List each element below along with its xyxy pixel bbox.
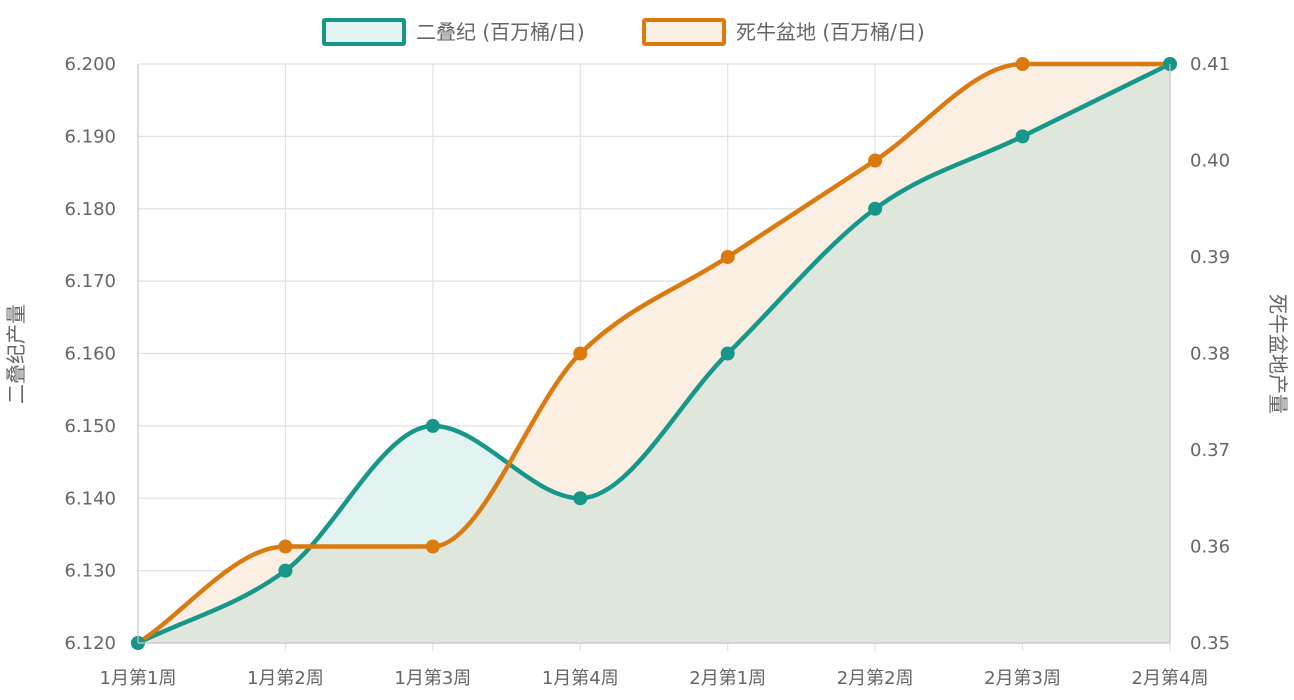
point-permian[interactable]: [425, 418, 440, 433]
left-tick-label: 6.200: [64, 54, 116, 75]
right-tick-label: 0.36: [1190, 537, 1230, 558]
x-tick-label: 2月第2周: [837, 668, 914, 689]
x-tick-label: 1月第4周: [542, 668, 619, 689]
right-axis-ticks: 0.41 0.40 0.39 0.38 0.37 0.36 0.35: [1190, 54, 1230, 654]
line-delaware: [135, 61, 1173, 646]
left-tick-label: 6.120: [64, 633, 116, 654]
left-axis-ticks: 6.200 6.190 6.180 6.170 6.160 6.150 6.14…: [64, 54, 116, 654]
point-delaware[interactable]: [868, 153, 883, 168]
point-delaware[interactable]: [720, 250, 735, 264]
left-tick-label: 6.160: [64, 344, 116, 365]
x-tick-label: 2月第1周: [689, 668, 766, 689]
left-tick-label: 6.190: [64, 126, 116, 147]
right-tick-label: 0.39: [1190, 247, 1230, 268]
legend-swatch-delaware[interactable]: [642, 18, 726, 46]
left-tick-label: 6.150: [64, 416, 116, 437]
right-axis-title: 死牛盆地产量: [1266, 294, 1290, 414]
right-tick-label: 0.40: [1190, 151, 1230, 172]
point-permian[interactable]: [278, 563, 293, 578]
right-axis: 0.41 0.40 0.39 0.38 0.37 0.36 0.35 死牛盆地产…: [1169, 54, 1290, 654]
left-tick-label: 6.180: [64, 199, 116, 220]
x-axis: 1月第1周 1月第2周 1月第3周 1月第4周 2月第1周 2月第2周 2月第3…: [100, 642, 1209, 689]
x-axis-ticks: 1月第1周 1月第2周 1月第3周 1月第4周 2月第1周 2月第2周 2月第3…: [100, 668, 1209, 689]
point-delaware[interactable]: [573, 346, 588, 361]
x-tick-label: 1月第3周: [394, 668, 471, 689]
line-permian: [135, 61, 1173, 646]
legend-swatch-permian[interactable]: [322, 18, 406, 46]
x-tick-label: 1月第1周: [100, 668, 177, 689]
series-points: [131, 57, 1177, 650]
point-delaware[interactable]: [278, 539, 293, 554]
point-permian[interactable]: [573, 491, 588, 506]
legend-label-permian[interactable]: 二叠纪 (百万桶/日): [416, 20, 585, 44]
point-permian[interactable]: [868, 201, 883, 216]
point-delaware[interactable]: [1015, 57, 1030, 71]
point-permian[interactable]: [1015, 129, 1030, 144]
point-delaware[interactable]: [425, 539, 440, 554]
x-tick-label: 1月第2周: [247, 668, 324, 689]
left-axis-title: 二叠纪产量: [4, 304, 28, 404]
right-tick-label: 0.38: [1190, 344, 1230, 365]
x-tick-label: 2月第3周: [984, 668, 1061, 689]
left-axis: 6.200 6.190 6.180 6.170 6.160 6.150 6.14…: [4, 54, 139, 654]
series-lines: [135, 61, 1173, 646]
right-tick-label: 0.41: [1190, 54, 1230, 75]
right-tick-label: 0.37: [1190, 440, 1230, 461]
left-tick-label: 6.140: [64, 488, 116, 509]
point-permian[interactable]: [720, 346, 735, 361]
legend: 二叠纪 (百万桶/日) 死牛盆地 (百万桶/日): [322, 18, 925, 46]
area-fills: [138, 64, 1170, 643]
left-tick-label: 6.170: [64, 271, 116, 292]
left-tick-label: 6.130: [64, 561, 116, 582]
x-tick-label: 2月第4周: [1132, 668, 1209, 689]
right-tick-label: 0.35: [1190, 633, 1230, 654]
legend-label-delaware[interactable]: 死牛盆地 (百万桶/日): [736, 20, 925, 44]
